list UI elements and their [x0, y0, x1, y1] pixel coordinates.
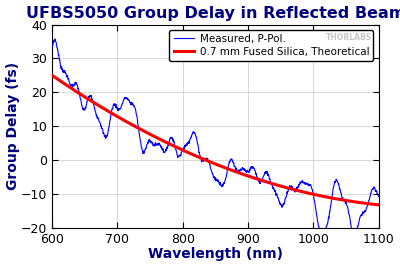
- Measured, P-Pol.: [352, 235, 357, 238]
- Measured, P-Pol.: [310, 191, 315, 194]
- Measured, P-Pol.: [182, 147, 187, 150]
- Measured, P-Pol.: [305, 182, 310, 186]
- Measured, P-Pol.: [84, 106, 88, 109]
- 0.7 mm Fused Silica, Theoretical: [296, 189, 300, 192]
- Line: Measured, P-Pol.: Measured, P-Pol.: [52, 39, 378, 236]
- Measured, P-Pol.: [52, 37, 57, 41]
- 0.7 mm Fused Silica, Theoretical: [134, 125, 138, 128]
- 0.7 mm Fused Silica, Theoretical: [108, 111, 112, 114]
- Measured, P-Pol.: [274, 192, 279, 195]
- 0.7 mm Fused Silica, Theoretical: [242, 173, 247, 176]
- 0.7 mm Fused Silica, Theoretical: [198, 156, 202, 159]
- Measured, P-Pol.: [50, 45, 54, 48]
- 0.7 mm Fused Silica, Theoretical: [268, 182, 272, 185]
- Y-axis label: Group Delay (fs): Group Delay (fs): [6, 62, 20, 190]
- Line: 0.7 mm Fused Silica, Theoretical: 0.7 mm Fused Silica, Theoretical: [52, 75, 378, 205]
- Measured, P-Pol.: [194, 135, 199, 139]
- Legend: Measured, P-Pol., 0.7 mm Fused Silica, Theoretical: Measured, P-Pol., 0.7 mm Fused Silica, T…: [169, 30, 373, 61]
- Text: THORLABS: THORLABS: [326, 33, 372, 42]
- Title: UFBS5050 Group Delay in Reflected Beam: UFBS5050 Group Delay in Reflected Beam: [26, 6, 400, 21]
- 0.7 mm Fused Silica, Theoretical: [50, 74, 54, 77]
- 0.7 mm Fused Silica, Theoretical: [376, 203, 381, 206]
- X-axis label: Wavelength (nm): Wavelength (nm): [148, 248, 283, 261]
- Measured, P-Pol.: [376, 195, 381, 198]
